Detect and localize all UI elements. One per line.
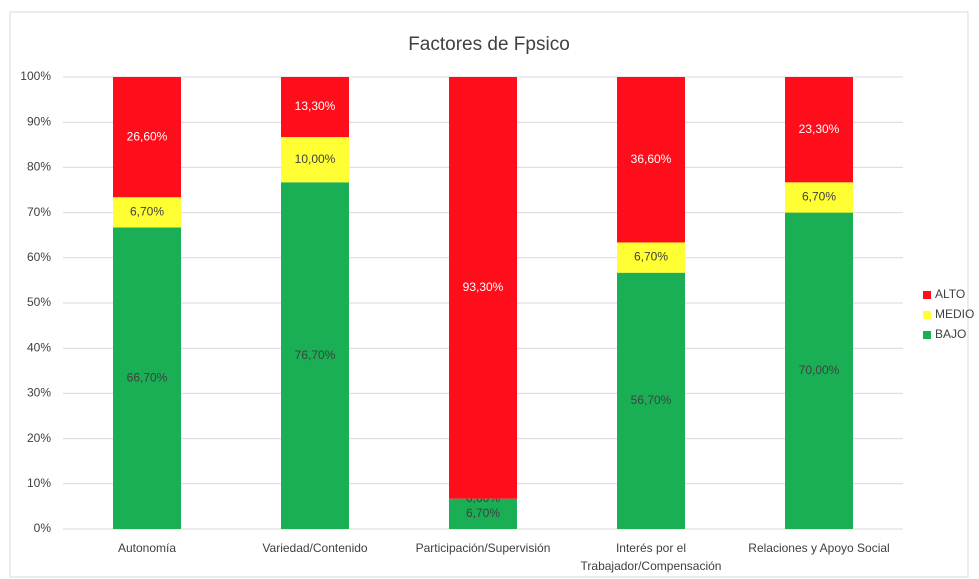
bar-segment: [617, 242, 685, 273]
legend-label: ALTO: [935, 287, 965, 301]
data-label: 13,30%: [295, 99, 336, 113]
legend-swatch: [923, 291, 931, 299]
chart-title: Factores de Fpsico: [408, 34, 570, 55]
y-tick-label: 70%: [27, 205, 51, 219]
legend-label: BAJO: [935, 327, 966, 341]
y-tick-label: 100%: [20, 69, 51, 83]
bar-segment: [785, 77, 853, 183]
data-label: 36,60%: [631, 152, 672, 166]
data-label: 6,70%: [634, 250, 668, 264]
bar-segment: [449, 498, 517, 529]
legend-swatch: [923, 311, 931, 319]
data-label: 70,00%: [799, 363, 840, 377]
data-label: 10,00%: [295, 152, 336, 166]
data-label: 56,70%: [631, 393, 672, 407]
bar-segment: [113, 227, 181, 530]
y-tick-label: 0%: [34, 521, 52, 535]
bar-segment: [281, 137, 349, 183]
bar-segment: [617, 272, 685, 529]
data-label: 6,70%: [130, 205, 164, 219]
data-label: 93,30%: [463, 280, 504, 294]
bar-segment: [785, 182, 853, 213]
legend-label: MEDIO: [935, 307, 974, 321]
legend-swatch: [923, 331, 931, 339]
y-tick-label: 80%: [27, 160, 51, 174]
bar-segment: [449, 77, 517, 499]
y-tick-label: 50%: [27, 295, 51, 309]
x-tick-label: Participación/Supervisión: [416, 541, 551, 555]
y-tick-label: 10%: [27, 476, 51, 490]
y-tick-label: 30%: [27, 386, 51, 400]
data-label: 23,30%: [799, 122, 840, 136]
bar-segment: [785, 212, 853, 529]
x-tick-label: Interés por el Trabajador/Compensación: [581, 541, 722, 573]
x-tick-label: Variedad/Contenido: [262, 541, 368, 555]
x-tick-label: Autonomía: [118, 541, 176, 555]
data-label: 66,70%: [127, 370, 168, 384]
data-label: 6,70%: [466, 506, 500, 520]
y-tick-label: 60%: [27, 250, 51, 264]
y-tick-label: 90%: [27, 114, 51, 128]
x-tick-label: Relaciones y Apoyo Social: [748, 541, 889, 555]
y-tick-label: 20%: [27, 431, 51, 445]
bar-segment: [617, 77, 685, 243]
data-label: 6,70%: [802, 190, 836, 204]
bar-segment: [113, 77, 181, 198]
data-label: 76,70%: [295, 348, 336, 362]
y-tick-label: 40%: [27, 340, 51, 354]
bar-segment: [113, 197, 181, 228]
bar-segment: [281, 182, 349, 530]
bar-segment: [281, 77, 349, 138]
data-label: 26,60%: [127, 129, 168, 143]
